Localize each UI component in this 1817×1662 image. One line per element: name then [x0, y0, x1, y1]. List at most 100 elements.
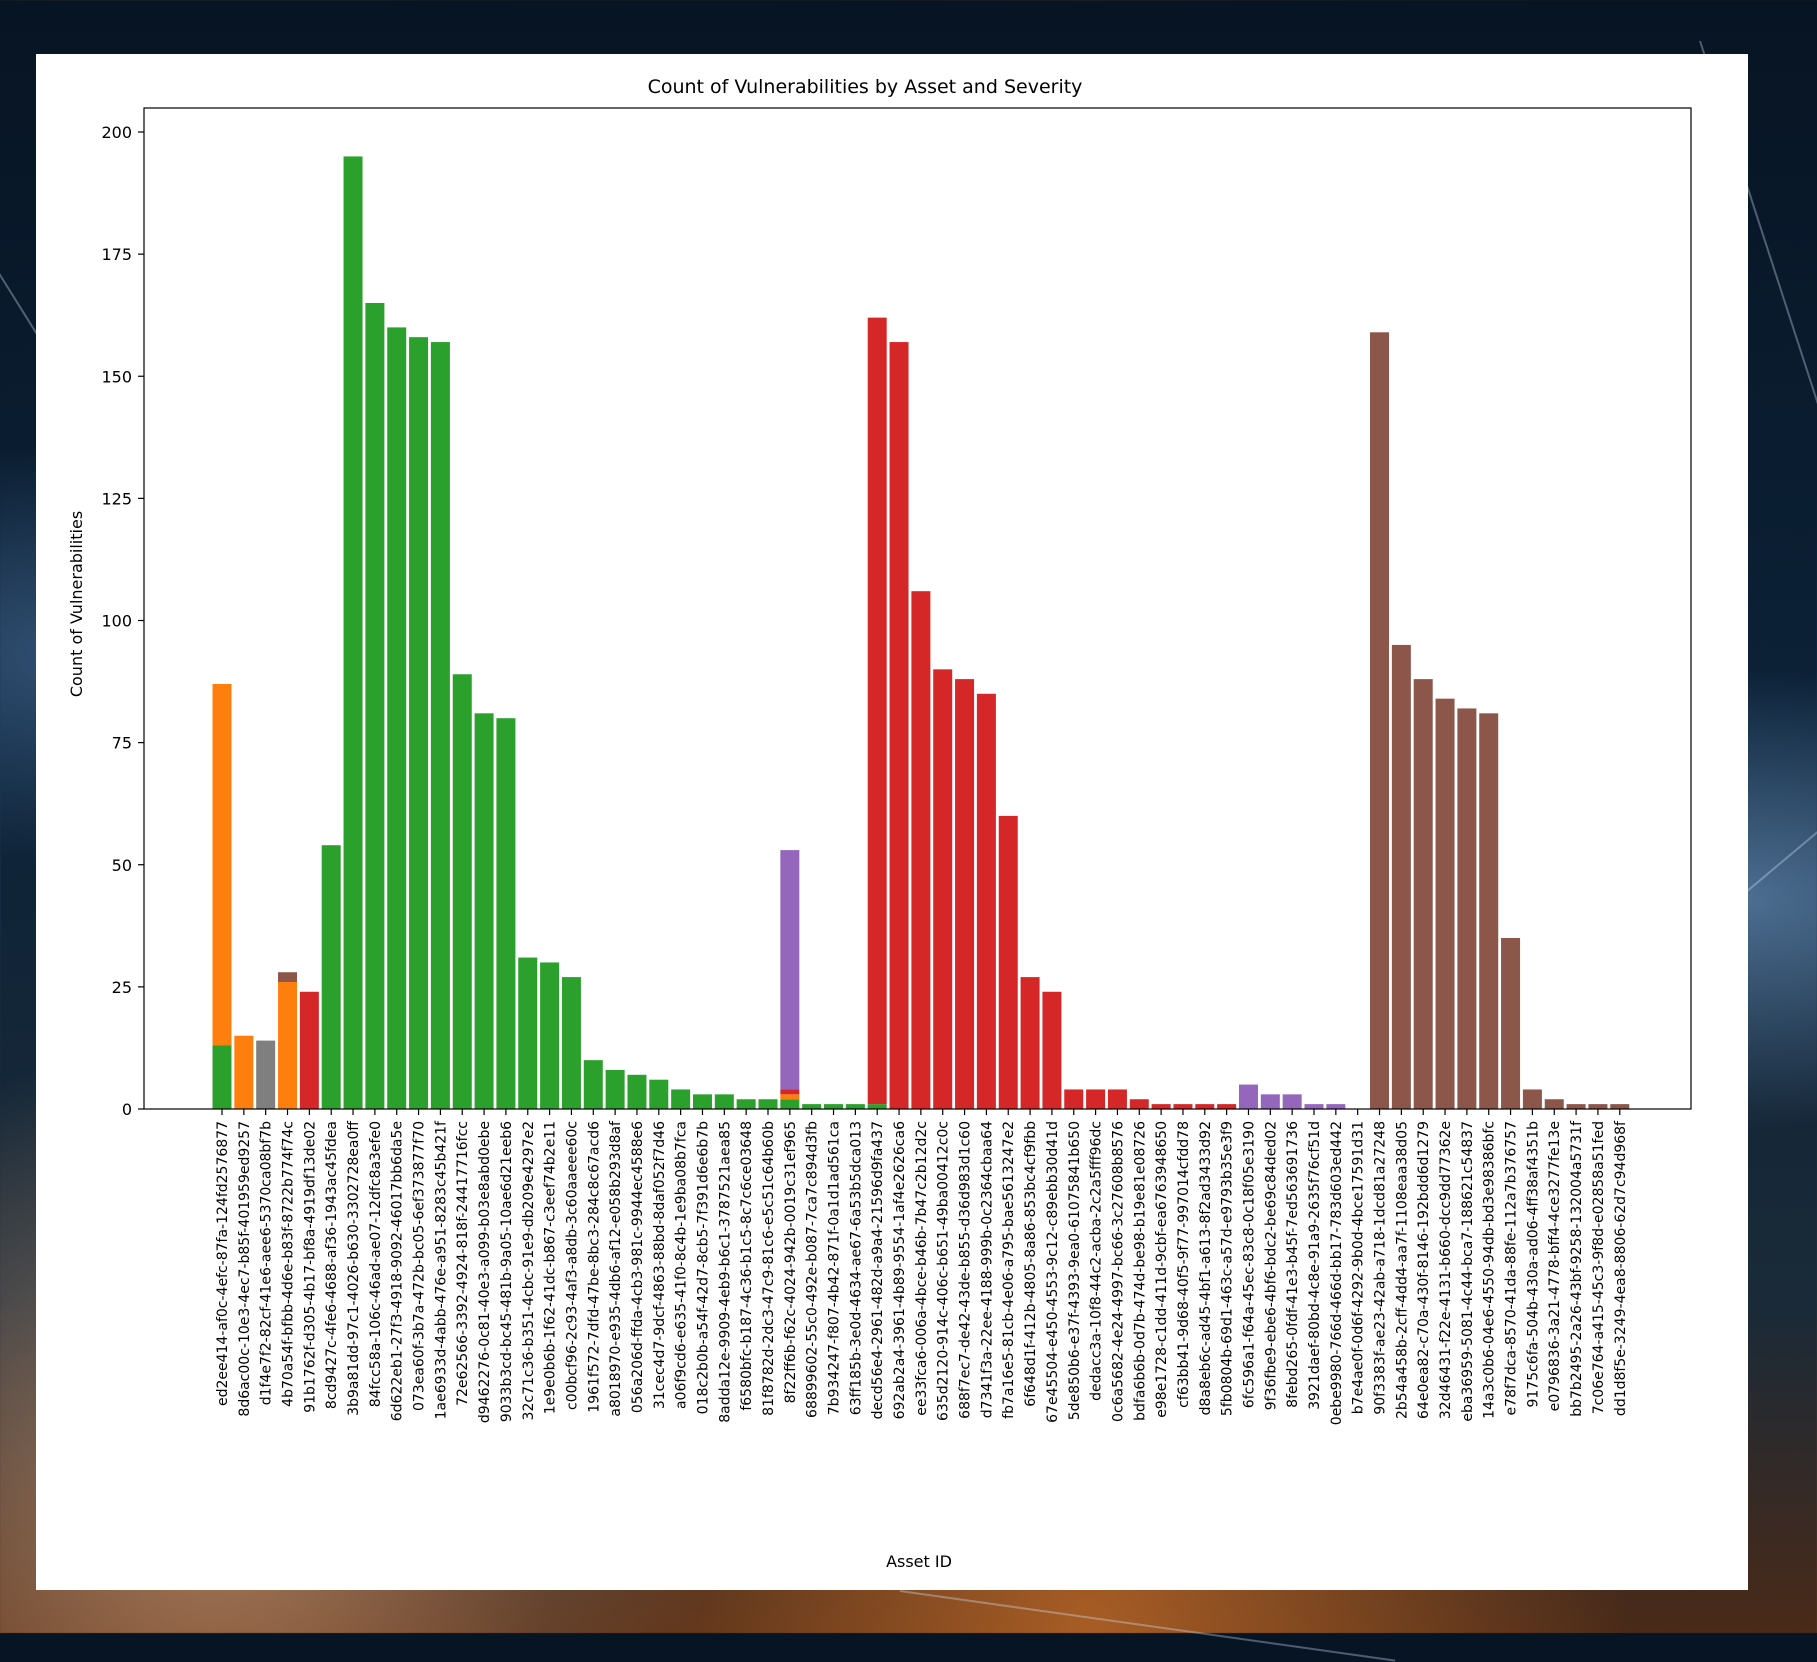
y-tick-label: 150 [101, 367, 132, 386]
x-tick-label: 6f648d1f-412b-4805-8a86-853bc4cf9fbb [1023, 1121, 1039, 1407]
bar-14-series-0 [518, 957, 538, 1110]
bar-29-series-0 [845, 1104, 865, 1109]
x-tick-label: 9175c6fa-504b-430a-ad06-4ff38af4351b [1525, 1121, 1541, 1408]
bar-47-series-5 [1238, 1084, 1258, 1109]
x-tick-label: 6d622eb1-27f3-4918-9092-46017bb6da5e [390, 1121, 406, 1421]
y-tick-label: 100 [101, 612, 132, 631]
bar-30-series-0 [867, 1104, 887, 1109]
bar-26-series-1 [780, 1094, 800, 1100]
bar-20-series-0 [649, 1079, 669, 1109]
bar-15-series-0 [540, 962, 560, 1109]
bar-25-series-0 [758, 1099, 778, 1109]
x-tick-label: e98e1728-c1dd-411d-9cbf-ea6763948650 [1154, 1121, 1170, 1418]
x-tick-label: 3921daef-80bd-4c8e-91a9-2635f76cf51d [1307, 1121, 1323, 1410]
x-tick-label: d1f4e7f2-82cf-41e6-aee6-5370ca08bf7b [259, 1121, 275, 1405]
x-tick-label: 90f3383f-ae23-42ab-a718-1dcd81a27248 [1373, 1121, 1389, 1415]
x-tick-label: e78f7dca-8570-41da-88fe-112a7b376757 [1504, 1121, 1520, 1415]
x-tick-label: 4b70a54f-bfbb-4d6e-b83f-8722b774f74c [281, 1121, 297, 1407]
x-tick-label: 9033b3cd-bc45-481b-9a05-10ae6d21eeb6 [499, 1121, 515, 1422]
bar-42-series-4 [1129, 1099, 1149, 1109]
x-tick-label: 63ff185b-3e0d-4634-ae67-6a53b5dca013 [848, 1121, 864, 1415]
x-tick-label: 5fb0804b-69d1-463c-a57d-e9793b35e3f9 [1220, 1121, 1236, 1416]
bar-64-series-3 [1610, 1104, 1630, 1109]
bar-54-series-3 [1391, 644, 1411, 1109]
y-tick-label: 125 [101, 489, 132, 508]
x-tick-label: 32d46431-f22e-4131-b660-dcc9dd77362e [1438, 1121, 1454, 1419]
bar-3-series-1 [278, 981, 298, 1109]
bar-39-series-4 [1064, 1089, 1084, 1109]
bar-61-series-3 [1544, 1099, 1564, 1109]
y-tick-label: 0 [122, 1100, 132, 1119]
bar-11-series-0 [452, 674, 472, 1109]
x-tick-label: 692ab2a4-3961-4b89-9554-1af4e2626ca6 [892, 1121, 908, 1419]
bar-50-series-5 [1304, 1104, 1324, 1109]
x-tick-label: 32c71c36-b351-4cbc-91e9-db209e4297e2 [521, 1121, 537, 1420]
bar-55-series-3 [1413, 679, 1433, 1109]
y-tick-label: 175 [101, 245, 132, 264]
bar-18-series-0 [605, 1069, 625, 1109]
bar-38-series-4 [1042, 991, 1062, 1109]
bar-16-series-0 [561, 977, 581, 1109]
x-tick-label: dd1d8f5e-3249-4ea8-8806-62d7c94d968f [1613, 1120, 1629, 1416]
x-tick-label: fb7a16e5-81cb-4e06-a795-bae5613247e2 [1001, 1121, 1017, 1419]
bar-3-series-3 [278, 972, 298, 982]
chart-panel: Count of Vulnerabilities by Asset and Se… [36, 54, 1748, 1590]
x-axis: ed2ee414-af0c-4efc-87fa-124fd2576877 8d6a… [215, 1109, 1629, 1425]
bar-34-series-4 [955, 679, 975, 1109]
x-tick-label: ee33fca6-006a-4bce-b46b-7b47c2b12d2c [914, 1121, 930, 1416]
bar-1-series-1 [234, 1035, 254, 1109]
x-tick-label: 91b1762f-d305-4b17-bf8a-4919df13de02 [302, 1121, 318, 1413]
x-tick-label: eba36959-5081-4c44-bca7-188621c54837 [1460, 1121, 1476, 1422]
bar-28-series-0 [824, 1104, 844, 1109]
x-tick-label: 81f8782d-2dc3-47c9-81c6-e5c51c64b60b [761, 1121, 777, 1416]
y-tick-label: 25 [112, 978, 132, 997]
x-tick-label: 72e62566-3392-4924-818f-24417716fcc [455, 1121, 471, 1406]
x-tick-label: 056a206d-ffda-4cb3-981c-9944ec4588e6 [630, 1121, 646, 1413]
x-tick-label: 67e45504-e450-4553-9c12-c89ebb30d41d [1045, 1121, 1061, 1423]
x-tick-label: b7e4ae0f-0d6f-4292-9b0d-4bce17591d31 [1351, 1121, 1367, 1414]
bar-30-series-4 [867, 317, 887, 1105]
x-tick-label: 5de850b6-e37f-4393-9ea0-61075841b650 [1067, 1121, 1083, 1420]
x-tick-label: 7c06e764-a415-45c3-9f8d-e02858a51fed [1591, 1121, 1607, 1414]
bars-group [212, 156, 1630, 1110]
x-tick-label: 7b934247-f807-4b42-871f-0a1d1ad561ca [827, 1121, 843, 1415]
x-tick-label: 2b54a458b-2cff-4dd4-aa7f-1108eaa38d05 [1394, 1121, 1410, 1419]
bar-12-series-0 [474, 713, 494, 1110]
bar-36-series-4 [998, 815, 1018, 1109]
bar-62-series-3 [1566, 1104, 1586, 1109]
x-tick-label: 0ebe9980-766d-466d-bb17-783d603ed442 [1329, 1121, 1345, 1425]
bar-26-series-0 [780, 1099, 800, 1109]
x-tick-label: 8cd9427c-4fe6-4688-af36-1943ac45fdea [324, 1121, 340, 1409]
x-tick-label: 1961f572-7dfd-47be-8bc3-284c8c67acd6 [586, 1121, 602, 1413]
bar-10-series-0 [430, 342, 450, 1109]
x-tick-label: 1e9e0b6b-1f62-41dc-b867-c3eef74b2e11 [543, 1121, 559, 1414]
bar-49-series-5 [1282, 1094, 1302, 1109]
x-tick-label: 84fcc58a-106c-46ad-ae07-12dfc8a3efe0 [368, 1121, 384, 1407]
x-tick-label: dedacc3a-10f8-44c2-acba-2c2a5fff96dc [1089, 1121, 1105, 1401]
y-tick-label: 75 [112, 734, 132, 753]
bar-8-series-0 [387, 327, 407, 1109]
bar-58-series-3 [1479, 713, 1499, 1110]
x-tick-label: 0c6a5682-4e24-4997-bc66-3c27608b8576 [1110, 1121, 1126, 1422]
x-tick-label: bb7b2495-2a26-43bf-9258-132004a5731f [1569, 1120, 1585, 1417]
bar-44-series-4 [1173, 1104, 1193, 1109]
x-tick-label: bdfa6b6b-0d7b-474d-be98-b19e81e08726 [1132, 1121, 1148, 1421]
x-tick-label: 1ae6933d-4abb-476e-a951-8283c45b421f [433, 1120, 449, 1419]
bar-2-series-2 [256, 1040, 276, 1109]
x-tick-label: 8f22ff6b-f62c-4024-942b-0019c31ef965 [783, 1121, 799, 1403]
x-tick-label: 8d6ac00c-10e3-4ec7-b85f-401959ed9257 [237, 1121, 253, 1417]
chart-title: Count of Vulnerabilities by Asset and Se… [648, 76, 1083, 98]
bar-6-series-0 [343, 156, 363, 1109]
bar-32-series-4 [911, 591, 931, 1109]
bar-56-series-3 [1435, 698, 1455, 1109]
y-tick-label: 50 [112, 856, 132, 875]
x-tick-label: 8febd265-0fdf-41e3-b45f-7ed563691736 [1285, 1121, 1301, 1408]
x-tick-label: 8adda12e-9909-4eb9-b6c1-3787521aea85 [717, 1121, 733, 1423]
bar-22-series-0 [692, 1094, 712, 1109]
x-tick-label: 9f36fbe9-ebe6-4bf6-bdc2-be69c84ded02 [1263, 1121, 1279, 1410]
bar-48-series-5 [1260, 1094, 1280, 1109]
x-tick-label: 688f7ec7-de42-43de-b855-d36d983d1c60 [958, 1121, 974, 1419]
x-tick-label: 3b9a81dd-97c1-4026-b630-3302728ea0ff [346, 1121, 362, 1416]
x-tick-label: 68899602-55c0-492e-b087-7ca7c894d3fb [805, 1121, 821, 1418]
bar-9-series-0 [409, 337, 429, 1109]
